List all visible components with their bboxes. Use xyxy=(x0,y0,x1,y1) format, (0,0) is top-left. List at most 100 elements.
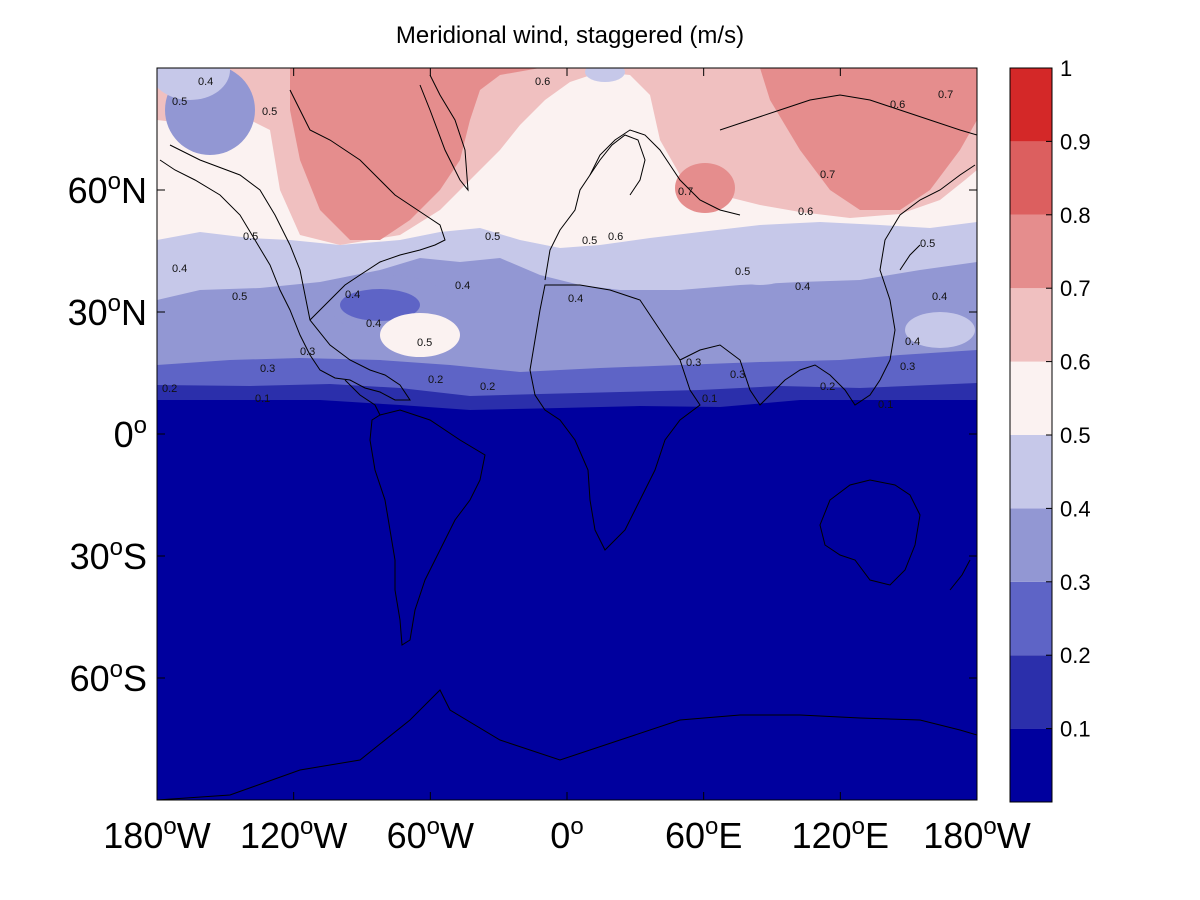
longitude-axis: 180oW 120oW 60oW 0o 60oE 120oE 180oW xyxy=(103,68,1031,856)
contour-label: 0.2 xyxy=(162,383,177,395)
contour-label: 0.5 xyxy=(243,231,258,243)
colorbar-label: 0.4 xyxy=(1060,496,1091,521)
contour-label: 0.5 xyxy=(735,266,750,278)
chart-title: Meridional wind, staggered (m/s) xyxy=(395,22,745,49)
contour-label: 0.6 xyxy=(608,231,623,243)
contour-label: 0.5 xyxy=(172,96,187,108)
coastline-scandinavia xyxy=(589,134,646,196)
fill-0.4-0.5-blob-pacific-west xyxy=(157,68,230,100)
colorbar-segment xyxy=(1010,508,1052,582)
contour-label: 0.1 xyxy=(878,399,893,411)
lon-tick-label: 180oW xyxy=(923,813,1030,856)
coastline-africa xyxy=(529,284,701,551)
coastline-greenland xyxy=(419,74,469,192)
coastline-asia-south xyxy=(679,164,976,406)
latitude-axis: 60oN 30oN 0o 30oS 60oS xyxy=(68,168,977,699)
lat-tick-label: 0o xyxy=(114,412,147,455)
colorbar-segment xyxy=(1010,141,1052,215)
contour-label: 0.6 xyxy=(890,99,905,111)
contour-label: 0.4 xyxy=(568,293,583,305)
coastline-new-zealand xyxy=(949,559,971,591)
colorbar-segment xyxy=(1010,655,1052,729)
contour-label: 0.2 xyxy=(480,381,495,393)
contour-label: 0.5 xyxy=(920,238,935,250)
fill-0.4-0.5-blob-pacific-east xyxy=(905,312,975,348)
fill-0.4-0.5-blob-east xyxy=(720,235,800,285)
fill-0.2-0.3-blob-atlantic xyxy=(340,289,420,321)
fill-0.5-0.6-blob-atlantic xyxy=(380,313,460,357)
colorbar-label: 0.5 xyxy=(1060,423,1091,448)
contour-label: 0.5 xyxy=(232,291,247,303)
colorbar-segment xyxy=(1010,214,1052,289)
contour-label: 0.6 xyxy=(798,206,813,218)
contour-label: 0.4 xyxy=(932,291,947,303)
lon-tick-label: 120oW xyxy=(240,813,347,856)
lat-tick-label: 60oN xyxy=(68,168,147,211)
contour-label: 0.4 xyxy=(795,281,810,293)
colorbar-segment xyxy=(1010,68,1052,142)
contour-label: 0.3 xyxy=(900,361,915,373)
coastlines xyxy=(157,74,977,800)
contour-label: 0.5 xyxy=(262,106,277,118)
colorbar-label: 0.9 xyxy=(1060,129,1091,154)
colorbar-label: 0.6 xyxy=(1060,350,1091,375)
contour-label: 0.3 xyxy=(300,346,315,358)
contour-label: 0.7 xyxy=(678,186,693,198)
contour-label: 0.4 xyxy=(172,263,187,275)
lon-tick-label: 120oE xyxy=(792,813,889,856)
contour-label: 0.5 xyxy=(417,337,432,349)
colorbar-label: 0.1 xyxy=(1060,717,1091,742)
colorbar-label: 1 xyxy=(1060,56,1072,81)
contour-label: 0.1 xyxy=(255,393,270,405)
contour-label: 0.7 xyxy=(938,89,953,101)
colorbar-label: 0.7 xyxy=(1060,276,1091,301)
contour-label: 0.3 xyxy=(730,369,745,381)
contour-label: 0.6 xyxy=(535,76,550,88)
contour-label: 0.5 xyxy=(485,231,500,243)
colorbar-label: 0.3 xyxy=(1060,570,1091,595)
contour-labels: 0.4 0.5 0.5 0.5 0.4 0.5 0.4 0.4 0.4 0.5 … xyxy=(162,76,953,411)
contour-field xyxy=(157,68,977,800)
colorbar-label: 0.2 xyxy=(1060,643,1091,668)
lon-tick-label: 60oE xyxy=(665,813,742,856)
lon-tick-label: 60oW xyxy=(387,813,474,856)
contour-label: 0.4 xyxy=(198,76,213,88)
coastline-asia-north xyxy=(719,94,977,136)
colorbar-segment xyxy=(1010,435,1052,509)
lat-tick-label: 30oN xyxy=(68,290,147,333)
contour-label: 0.4 xyxy=(345,289,360,301)
contour-label: 0.3 xyxy=(686,357,701,369)
coastline-north-america-east xyxy=(289,89,446,321)
colorbar-segment xyxy=(1010,288,1052,362)
contour-label: 0.7 xyxy=(820,169,835,181)
contour-label: 0.4 xyxy=(905,336,920,348)
coastline-south-america xyxy=(369,409,486,646)
coastline-north-america xyxy=(159,144,411,401)
colorbar-label: 0.8 xyxy=(1060,203,1091,228)
lat-tick-label: 30oS xyxy=(70,534,147,577)
colorbar-segment xyxy=(1010,728,1052,802)
contour-label: 0.5 xyxy=(582,235,597,247)
lat-tick-label: 60oS xyxy=(70,656,147,699)
coastline-europe xyxy=(544,129,741,281)
fill-0.7-0.8-east xyxy=(760,68,977,210)
lon-tick-label: 0o xyxy=(550,813,583,856)
lon-tick-label: 180oW xyxy=(103,813,210,856)
contour-label: 0.2 xyxy=(820,381,835,393)
contour-label: 0.4 xyxy=(366,318,381,330)
fill-0.4-0.5-blob-north xyxy=(585,68,625,82)
coastline-central-america xyxy=(344,379,381,416)
colorbar: 0.1 0.2 0.3 0.4 0.5 0.6 0.7 0.8 0.9 1 xyxy=(1009,56,1091,803)
coastline-japan xyxy=(899,244,921,271)
colorbar-segment xyxy=(1010,581,1052,656)
contour-label: 0.4 xyxy=(455,280,470,292)
coastline-australia xyxy=(819,479,921,586)
contour-label: 0.2 xyxy=(428,374,443,386)
coastline-antarctica xyxy=(157,689,977,800)
fill-0.7-0.8-urals xyxy=(675,163,735,213)
fill-0.7-0.8 xyxy=(290,68,540,240)
colorbar-segment xyxy=(1010,361,1052,435)
contour-label: 0.1 xyxy=(702,393,717,405)
contour-label: 0.3 xyxy=(260,363,275,375)
